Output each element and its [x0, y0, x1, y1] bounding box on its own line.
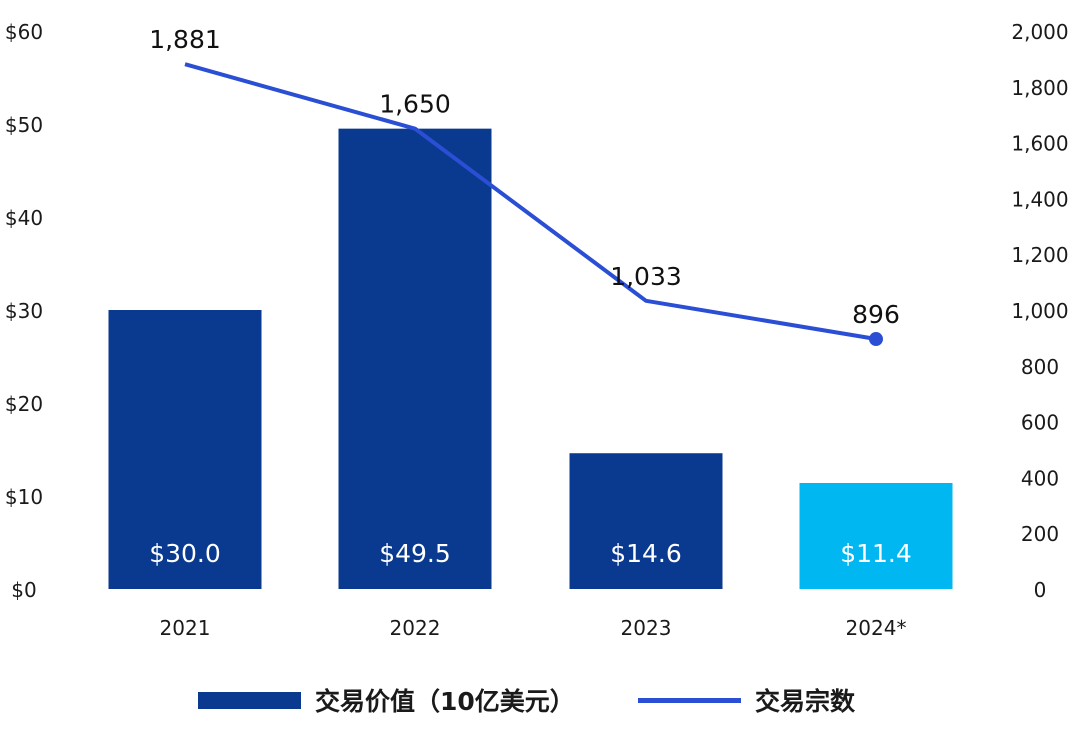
legend-label: 交易宗数: [755, 687, 856, 716]
right-axis-tick-label: 800: [1021, 355, 1059, 379]
legend-swatch-bar: [198, 691, 301, 709]
legend-label: 交易价值（10亿美元）: [315, 687, 575, 716]
x-axis-tick-label: 2024*: [846, 616, 907, 640]
left-axis-tick-label: $30: [5, 299, 43, 323]
bar-data-label: $14.6: [610, 539, 682, 568]
bar-data-label: $49.5: [379, 539, 451, 568]
left-axis-tick-label: $20: [5, 392, 43, 416]
line-series: [184, 62, 877, 341]
right-axis-tick-label: 600: [1021, 411, 1059, 435]
right-axis-tick-label: 0: [1034, 578, 1047, 602]
line-point: [869, 332, 883, 347]
bar-data-label: $30.0: [149, 539, 221, 568]
legend-item-deal-value: 交易价值（10亿美元）: [198, 680, 575, 720]
bar: [108, 310, 262, 589]
right-axis-tick-label: 400: [1021, 466, 1059, 490]
left-axis-tick-label: $0: [11, 578, 36, 602]
right-axis-tick-label: 1,200: [1011, 243, 1068, 267]
legend-swatch-line: [638, 697, 741, 703]
left-axis-tick-label: $40: [5, 206, 43, 230]
bar: [338, 128, 492, 589]
x-axis-tick-label: 2022: [390, 616, 441, 640]
line-data-label: 1,881: [149, 25, 221, 54]
right-axis-tick-label: 1,600: [1011, 132, 1068, 156]
left-axis-tick-label: $60: [5, 20, 43, 44]
line-data-label: 1,650: [379, 90, 451, 119]
line-data-label: 896: [852, 300, 900, 329]
right-axis-tick-label: 1,000: [1011, 299, 1068, 323]
legend: 交易价值（10亿美元） 交易宗数: [0, 680, 1080, 720]
bar: [569, 453, 723, 589]
right-axis-tick-label: 1,800: [1011, 76, 1068, 100]
bar: [799, 482, 953, 589]
left-axis-tick-label: $50: [5, 113, 43, 137]
right-axis-tick-label: 200: [1021, 522, 1059, 546]
legend-item-deal-count: 交易宗数: [638, 680, 855, 720]
right-axis-tick-label: 2,000: [1011, 20, 1068, 44]
bar-data-label: $11.4: [840, 539, 912, 568]
line-data-label: 1,033: [610, 262, 682, 291]
x-axis-tick-label: 2023: [621, 616, 672, 640]
x-axis-tick-label: 2021: [160, 616, 211, 640]
left-axis-tick-label: $10: [5, 485, 43, 509]
right-axis-tick-label: 1,400: [1011, 187, 1068, 211]
